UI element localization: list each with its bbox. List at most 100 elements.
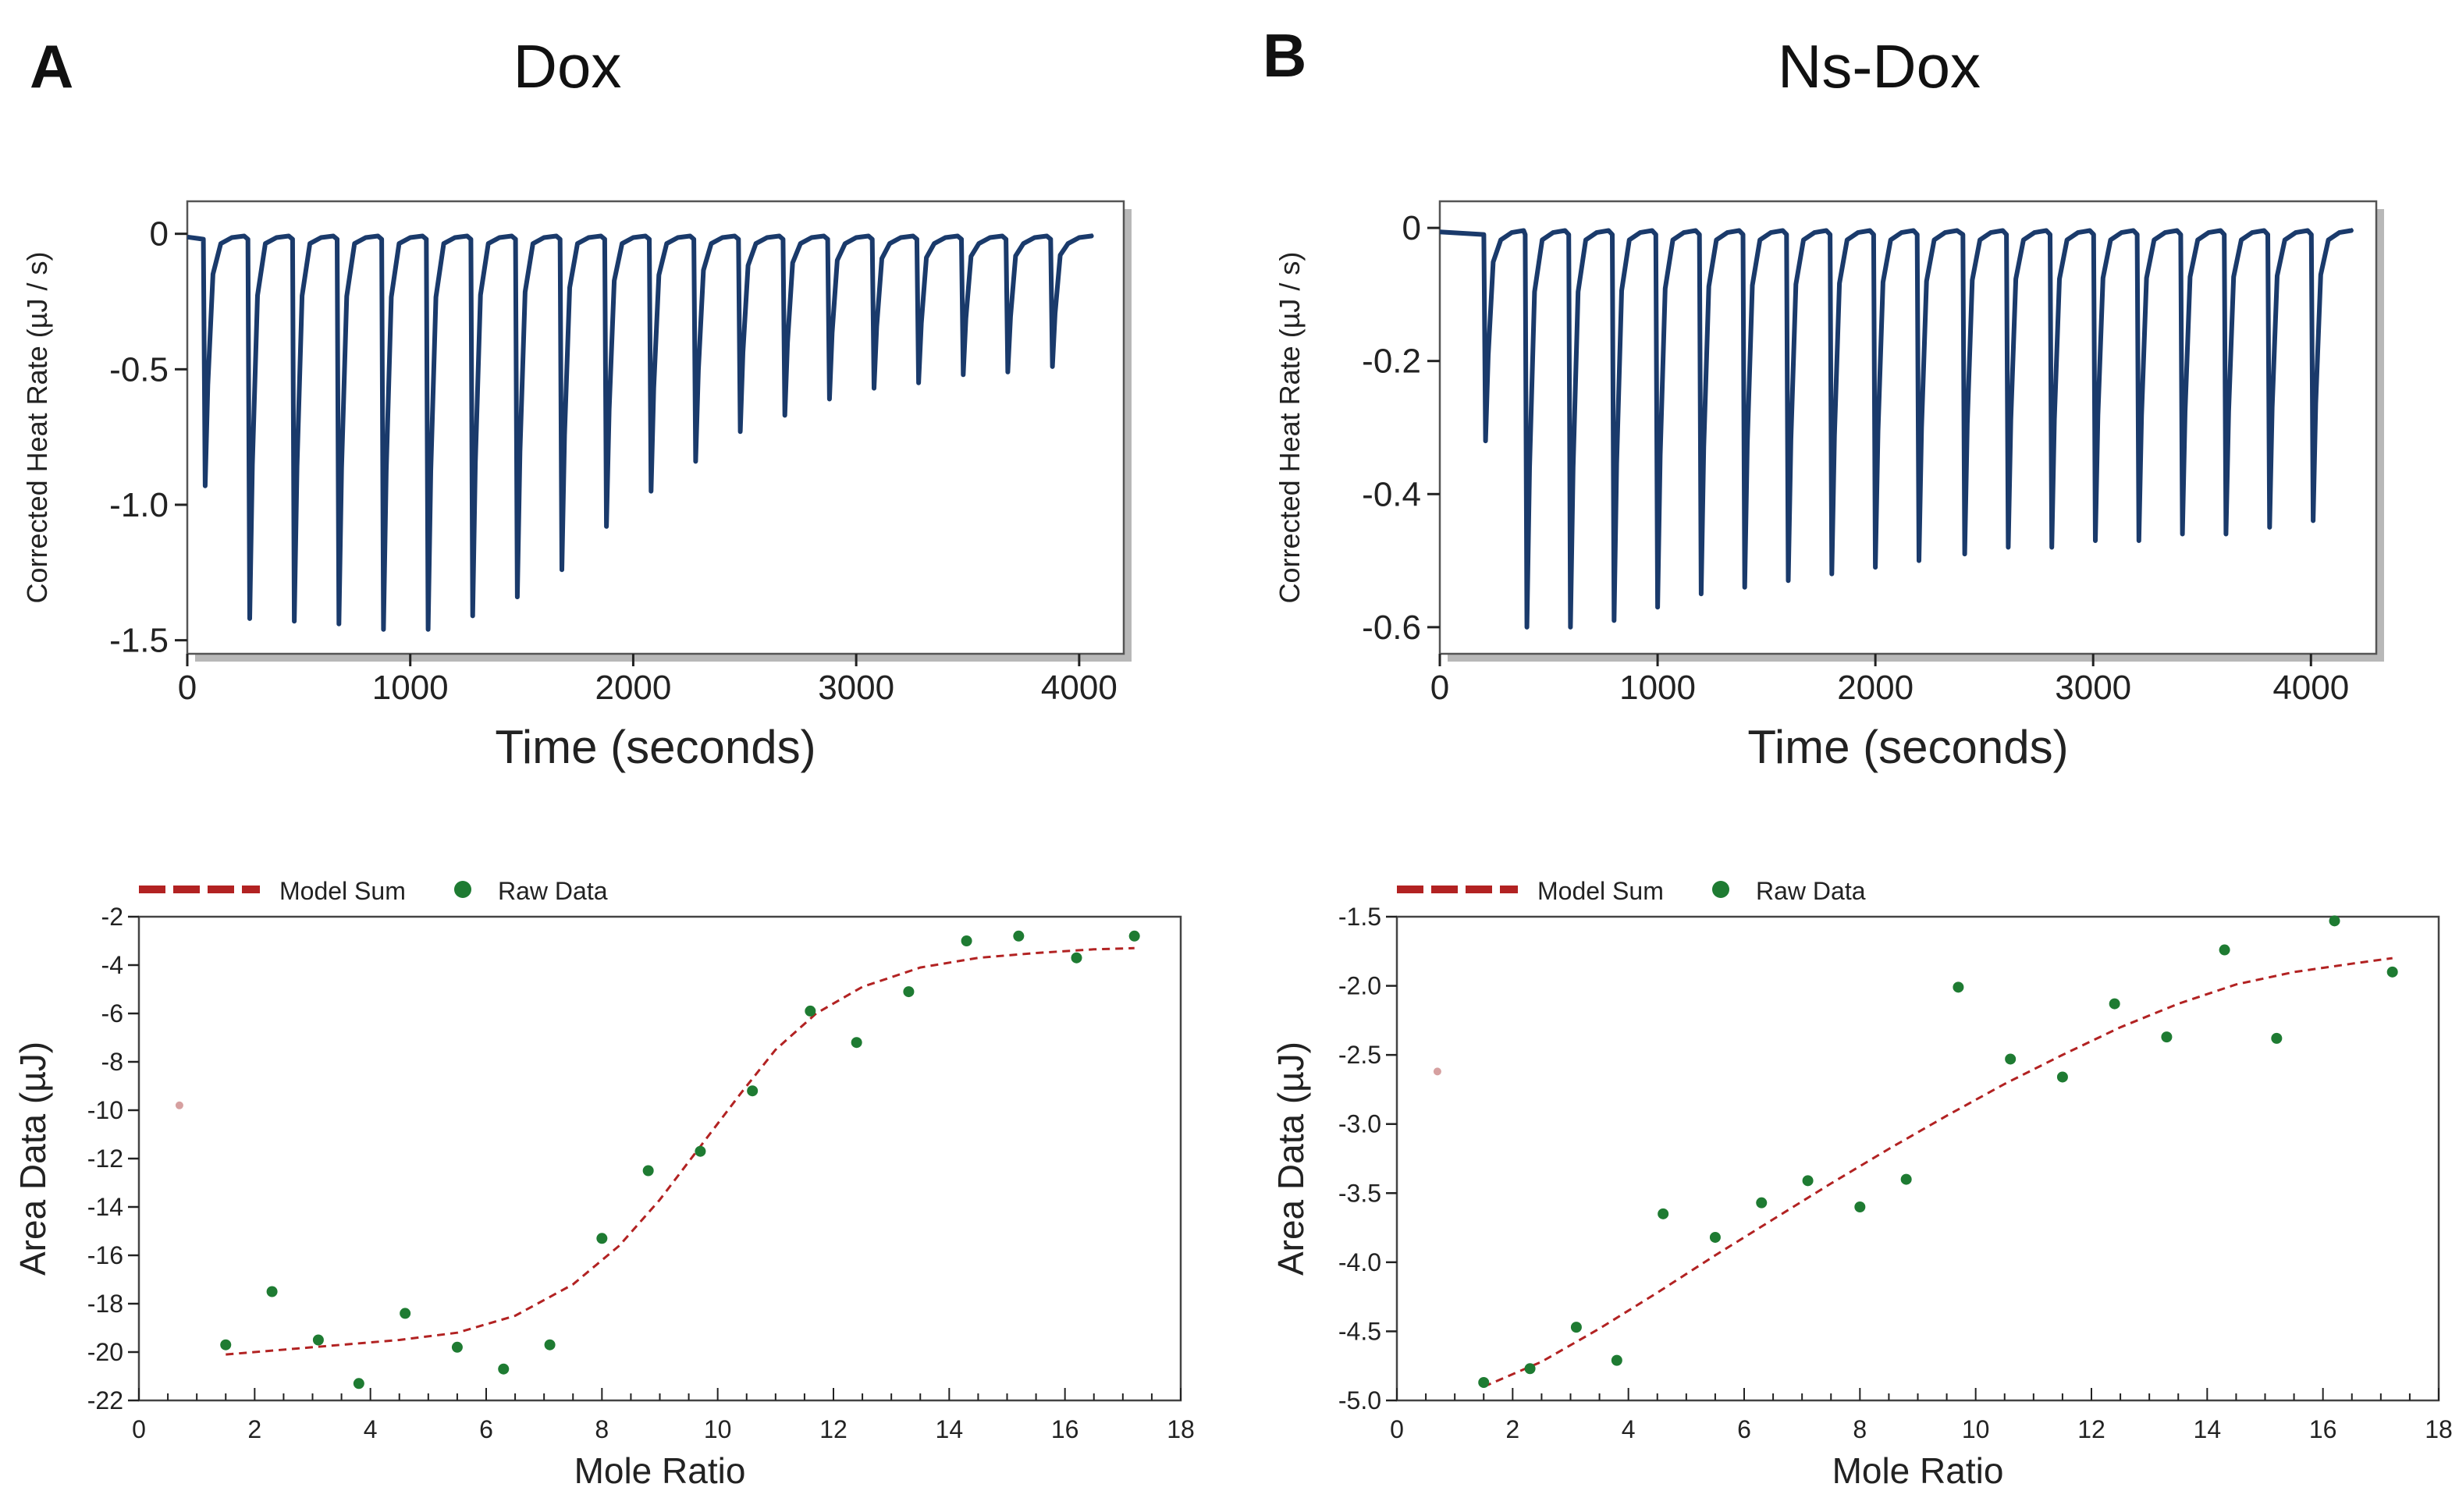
heat-rate-trace bbox=[187, 232, 1094, 632]
y-tick-label: -6 bbox=[101, 999, 123, 1028]
excluded-point bbox=[1433, 1067, 1441, 1076]
injection-peak bbox=[1743, 585, 1747, 590]
x-tick-label: 4 bbox=[364, 1415, 378, 1443]
y-tick-label: -1.5 bbox=[1338, 903, 1381, 931]
raw-data-point bbox=[451, 1341, 463, 1353]
x-axis-label: Mole Ratio bbox=[574, 1450, 746, 1491]
y-axis-label: Area Data (µJ) bbox=[12, 1042, 53, 1276]
x-axis-label: Time (seconds) bbox=[1747, 721, 2068, 773]
raw-data-point bbox=[2161, 1031, 2173, 1043]
injection-peak bbox=[515, 595, 520, 599]
x-tick-label: 6 bbox=[1737, 1415, 1751, 1443]
x-tick-label: 14 bbox=[2194, 1415, 2222, 1443]
raw-data-point bbox=[1854, 1201, 1866, 1212]
raw-data-point bbox=[2005, 1053, 2017, 1065]
raw-data-point bbox=[1611, 1354, 1622, 1366]
raw-data-point bbox=[1756, 1197, 1768, 1209]
x-tick-label: 6 bbox=[479, 1415, 493, 1443]
x-tick-label: 4000 bbox=[2272, 669, 2349, 707]
raw-data-point bbox=[544, 1339, 556, 1351]
x-tick-label: 1000 bbox=[372, 669, 449, 707]
y-axis-label: Area Data (µJ) bbox=[1270, 1042, 1311, 1276]
x-tick-label: 18 bbox=[2425, 1415, 2453, 1443]
injection-peak bbox=[1611, 618, 1616, 623]
panel-title-a: Dox bbox=[513, 32, 622, 101]
x-tick-label: 0 bbox=[132, 1415, 146, 1443]
x-tick-label: 18 bbox=[1167, 1415, 1195, 1443]
injection-peak bbox=[426, 627, 431, 632]
x-tick-label: 1000 bbox=[1619, 669, 1696, 707]
raw-data-point bbox=[1478, 1376, 1490, 1388]
injection-peak bbox=[827, 397, 832, 402]
x-tick-label: 10 bbox=[1962, 1415, 1990, 1443]
injection-peak bbox=[961, 372, 965, 377]
raw-data-point bbox=[498, 1363, 510, 1375]
x-tick-label: 8 bbox=[1853, 1415, 1867, 1443]
y-tick-label: -0.6 bbox=[1362, 609, 1421, 647]
raw-data-point bbox=[220, 1339, 232, 1351]
y-tick-label: -12 bbox=[87, 1145, 123, 1173]
legend-model-label: Model Sum bbox=[279, 877, 406, 905]
raw-data-point bbox=[2109, 998, 2120, 1010]
excluded-point bbox=[175, 1101, 183, 1109]
y-tick-label: 0 bbox=[150, 215, 169, 254]
injection-peak bbox=[471, 613, 475, 618]
injection-peak bbox=[1525, 625, 1530, 630]
x-tick-label: 12 bbox=[819, 1415, 848, 1443]
y-tick-label: -2.0 bbox=[1338, 972, 1381, 1000]
raw-data-point bbox=[2271, 1032, 2283, 1044]
raw-data-point bbox=[266, 1286, 278, 1297]
raw-data-point bbox=[1953, 981, 1964, 993]
injection-peak bbox=[872, 386, 876, 391]
x-tick-label: 0 bbox=[178, 669, 197, 707]
injection-peak bbox=[560, 567, 564, 572]
x-tick-label: 8 bbox=[595, 1415, 609, 1443]
raw-data-point bbox=[1709, 1231, 1721, 1243]
injection-peak bbox=[2311, 518, 2315, 523]
raw-data-point bbox=[400, 1308, 411, 1319]
raw-data-point bbox=[2219, 944, 2230, 956]
raw-data-point bbox=[596, 1233, 608, 1244]
chart-nsdox-isotherm: Model Sum Raw Data -1.5 -2.0 -2.5 -3.0 -3.5 -4.… bbox=[1270, 877, 2453, 1491]
raw-data-point bbox=[1128, 930, 1140, 942]
x-tick-label: 4000 bbox=[1041, 669, 1118, 707]
y-tick-label: -4 bbox=[101, 951, 123, 979]
y-tick-label: -22 bbox=[87, 1386, 123, 1414]
injection-peak bbox=[203, 484, 208, 488]
raw-data-point bbox=[1802, 1175, 1814, 1187]
injection-peak bbox=[2049, 545, 2054, 550]
y-tick-label: -20 bbox=[87, 1338, 123, 1366]
injection-peak bbox=[1050, 364, 1055, 369]
injection-peak bbox=[1829, 572, 1834, 577]
raw-data-point bbox=[2329, 915, 2340, 927]
raw-data-point bbox=[1570, 1322, 1582, 1333]
raw-data-point bbox=[695, 1145, 706, 1157]
raw-data-point bbox=[312, 1334, 324, 1346]
y-tick-label: -4.5 bbox=[1338, 1317, 1381, 1345]
injection-peak bbox=[381, 627, 386, 632]
y-tick-label: -3.0 bbox=[1338, 1110, 1381, 1138]
y-tick-label: -10 bbox=[87, 1096, 123, 1124]
injection-peak bbox=[1655, 605, 1660, 609]
x-tick-label: 16 bbox=[2309, 1415, 2337, 1443]
x-tick-label: 3000 bbox=[818, 669, 894, 707]
y-tick-label: -1.0 bbox=[109, 486, 169, 524]
plot-area bbox=[137, 915, 1182, 1402]
y-axis-label: Corrected Heat Rate (µJ / s) bbox=[21, 252, 53, 604]
injection-peak bbox=[1963, 552, 1967, 556]
y-tick-label: -16 bbox=[87, 1241, 123, 1269]
x-tick-label: 2 bbox=[1505, 1415, 1519, 1443]
x-tick-label: 10 bbox=[704, 1415, 732, 1443]
x-axis-label: Time (seconds) bbox=[495, 721, 816, 773]
x-tick-label: 2 bbox=[247, 1415, 261, 1443]
injection-peak bbox=[2006, 545, 2010, 550]
y-tick-label: -0.2 bbox=[1362, 343, 1421, 381]
x-tick-label: 0 bbox=[1430, 669, 1449, 707]
y-tick-label: 0 bbox=[1402, 209, 1421, 247]
raw-data-point bbox=[2056, 1071, 2068, 1083]
y-tick-label: -2.5 bbox=[1338, 1041, 1381, 1069]
injection-peak bbox=[1873, 565, 1878, 570]
y-tick-label: -18 bbox=[87, 1290, 123, 1318]
injection-peak bbox=[1005, 370, 1010, 374]
